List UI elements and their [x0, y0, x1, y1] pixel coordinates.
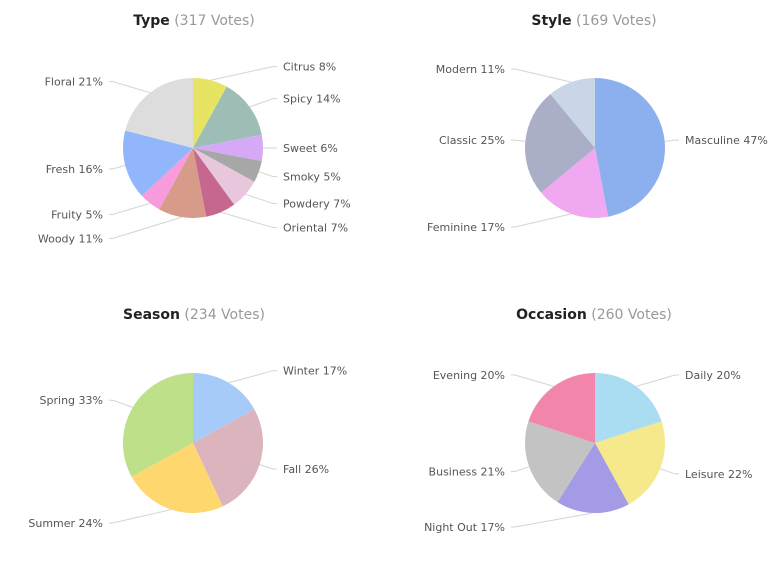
pie-slice-spicy — [193, 86, 262, 148]
pie-slice-sweet — [193, 134, 263, 162]
pie-slice-fresh — [122, 130, 193, 196]
pie-svg: Winter 17% Fall 26% Spring 33% Summer 24% — [28, 365, 347, 530]
chart-occasion: Occasion (260 Votes) Daily 20% Leisure 22… — [400, 294, 777, 568]
chart-title-text: Type — [133, 13, 170, 29]
pie-slice-classic — [525, 94, 595, 193]
label-connector — [109, 81, 151, 94]
label-connector — [109, 164, 126, 170]
slice-label-evening: Evening 20% — [433, 369, 505, 382]
label-connector — [258, 171, 277, 177]
slice-label-spicy: Spicy 14% — [283, 93, 341, 106]
label-connector — [109, 399, 133, 408]
slice-label-fall: Fall 26% — [283, 463, 329, 476]
label-connector — [245, 193, 277, 205]
pie-slice-feminine — [541, 148, 609, 218]
label-connector — [210, 66, 277, 81]
pie-slice-powdery — [193, 148, 255, 205]
slice-label-powdery: Powdery 7% — [283, 198, 351, 211]
label-connector — [511, 68, 572, 83]
chart-season: Season (234 Votes) Winter 17% Fall 26% Spr… — [0, 294, 388, 568]
slice-label-feminine: Feminine 17% — [427, 221, 505, 234]
label-connector — [511, 512, 593, 528]
chart-votes: (317 Votes) — [174, 13, 255, 29]
pie-slice-winter — [193, 373, 255, 443]
slice-label-citrus: Citrus 8% — [283, 61, 336, 74]
chart-type: Type (317 Votes) Citrus 8% Spicy 14% Sweet… — [0, 0, 388, 284]
pie-slice-fall — [193, 409, 263, 507]
chart-style: Style (169 Votes) Masculine 47% Modern 11… — [400, 0, 777, 284]
pie-slice-spring — [123, 373, 193, 477]
pie-slice-business — [525, 421, 595, 503]
pie-slice-daily — [595, 373, 662, 443]
chart-title: Season (234 Votes) — [0, 307, 388, 323]
label-connector — [249, 98, 277, 108]
label-connector — [664, 139, 679, 142]
chart-title: Occasion (260 Votes) — [400, 307, 777, 323]
pie-slice-smoky — [193, 148, 262, 182]
pie-slice-night-out — [557, 443, 629, 513]
pie-slice-modern — [550, 78, 595, 148]
label-connector — [659, 468, 679, 475]
pie-slice-summer — [131, 443, 223, 513]
pie-svg: Masculine 47% Modern 11% Classic 25% Femini… — [427, 63, 768, 234]
pie-slice-masculine — [595, 78, 665, 217]
label-connector — [511, 466, 530, 472]
label-connector — [228, 370, 277, 384]
pie-svg: Citrus 8% Spicy 14% Sweet 6% Smoky 5% Powder… — [38, 61, 351, 246]
slice-label-smoky: Smoky 5% — [283, 170, 341, 183]
pie-slice-oriental — [193, 148, 235, 217]
chart-title: Type (317 Votes) — [0, 13, 388, 29]
slice-label-oriental: Oriental 7% — [283, 222, 348, 235]
slice-label-spring: Spring 33% — [40, 394, 103, 407]
label-connector — [109, 509, 172, 524]
slice-label-daily: Daily 20% — [685, 369, 741, 382]
slice-label-sweet: Sweet 6% — [283, 142, 338, 155]
slice-label-floral: Floral 21% — [45, 76, 103, 89]
chart-title-text: Season — [123, 307, 180, 323]
chart-title-text: Style — [531, 13, 572, 29]
label-connector — [636, 374, 679, 387]
slice-label-winter: Winter 17% — [283, 365, 347, 378]
label-connector — [511, 374, 554, 387]
label-connector — [109, 216, 183, 239]
chart-votes: (234 Votes) — [184, 307, 265, 323]
pie-slice-floral — [125, 78, 193, 148]
pie-slice-leisure — [595, 421, 665, 505]
slice-label-summer: Summer 24% — [28, 517, 103, 530]
label-connector — [511, 213, 572, 228]
label-connector — [259, 464, 277, 470]
pie-slice-woody — [159, 148, 207, 218]
chart-votes: (169 Votes) — [576, 13, 657, 29]
label-connector — [109, 202, 151, 215]
pie-svg: Daily 20% Leisure 22% Evening 20% Business … — [424, 369, 752, 534]
slice-label-modern: Modern 11% — [436, 63, 505, 76]
slice-label-masculine: Masculine 47% — [685, 134, 768, 147]
slice-label-leisure: Leisure 22% — [685, 468, 752, 481]
slice-label-night-out: Night Out 17% — [424, 521, 505, 534]
pie-slice-evening — [528, 373, 595, 443]
label-connector — [220, 211, 277, 229]
slice-label-woody: Woody 11% — [38, 232, 103, 245]
pie-slice-fruity — [141, 148, 193, 210]
slice-label-fresh: Fresh 16% — [46, 163, 103, 176]
label-connector — [511, 139, 526, 142]
slice-label-classic: Classic 25% — [439, 134, 505, 147]
pie-slice-citrus — [193, 78, 227, 148]
chart-votes: (260 Votes) — [591, 307, 672, 323]
chart-title: Style (169 Votes) — [400, 13, 777, 29]
slice-label-business: Business 21% — [429, 465, 505, 478]
chart-title-text: Occasion — [516, 307, 587, 323]
slice-label-fruity: Fruity 5% — [51, 208, 103, 221]
